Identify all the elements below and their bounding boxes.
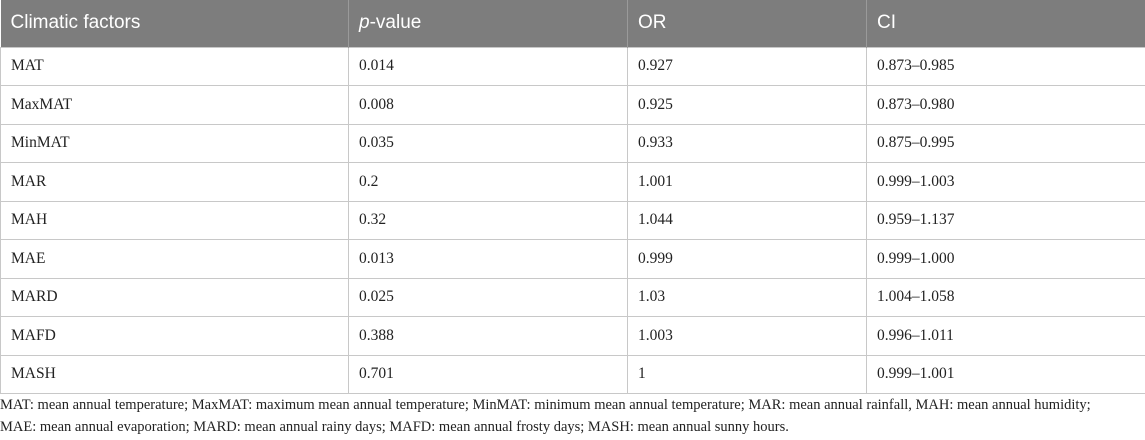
table-row: MaxMAT 0.008 0.925 0.873–0.980 — [0, 85, 1145, 125]
cell-p-value: 0.32 — [348, 200, 628, 240]
cell-ci: 0.999–1.000 — [866, 239, 1145, 279]
header-p-italic: p — [359, 12, 370, 34]
cell-ci: 0.875–0.995 — [866, 123, 1145, 163]
cell-p-value: 0.013 — [348, 239, 628, 279]
cell-p-value: 0.008 — [348, 85, 628, 125]
cell-factor: MAT — [0, 46, 349, 86]
climatic-factors-table-container: Climatic factors p-value OR CI MAT 0.014… — [0, 0, 1145, 394]
header-p-rest: -value — [369, 12, 422, 34]
cell-p-value: 0.014 — [348, 46, 628, 86]
cell-ci: 0.996–1.011 — [866, 316, 1145, 356]
header-ci: CI — [866, 0, 1145, 47]
cell-or: 0.927 — [627, 46, 867, 86]
table-footnote: MAT: mean annual temperature; MaxMAT: ma… — [0, 394, 1140, 438]
cell-ci: 0.999–1.001 — [866, 354, 1145, 394]
cell-or: 0.999 — [627, 239, 867, 279]
table-row: MAH 0.32 1.044 0.959–1.137 — [0, 200, 1145, 240]
footnote-line-2: MAE: mean annual evaporation; MARD: mean… — [0, 419, 789, 435]
table-row: MAT 0.014 0.927 0.873–0.985 — [0, 46, 1145, 86]
cell-ci: 0.959–1.137 — [866, 200, 1145, 240]
cell-ci: 0.999–1.003 — [866, 162, 1145, 202]
header-or: OR — [627, 0, 867, 47]
cell-or: 0.933 — [627, 123, 867, 163]
cell-factor: MASH — [0, 354, 349, 394]
cell-ci: 0.873–0.985 — [866, 46, 1145, 86]
cell-p-value: 0.2 — [348, 162, 628, 202]
cell-factor: MAE — [0, 239, 349, 279]
cell-factor: MaxMAT — [0, 85, 349, 125]
table-row: MAE 0.013 0.999 0.999–1.000 — [0, 239, 1145, 279]
cell-ci: 1.004–1.058 — [866, 277, 1145, 317]
table-row: MAR 0.2 1.001 0.999–1.003 — [0, 162, 1145, 202]
cell-p-value: 0.701 — [348, 354, 628, 394]
cell-p-value: 0.035 — [348, 123, 628, 163]
cell-or: 1.044 — [627, 200, 867, 240]
header-climatic-factors: Climatic factors — [10, 12, 141, 34]
cell-factor: MAH — [0, 200, 349, 240]
header-p-value: p-value — [348, 0, 628, 47]
cell-factor: MAFD — [0, 316, 349, 356]
table-row: MinMAT 0.035 0.933 0.875–0.995 — [0, 123, 1145, 163]
cell-ci: 0.873–0.980 — [866, 85, 1145, 125]
cell-p-value: 0.388 — [348, 316, 628, 356]
table-row: MAFD 0.388 1.003 0.996–1.011 — [0, 316, 1145, 356]
table-row: MARD 0.025 1.03 1.004–1.058 — [0, 277, 1145, 317]
table-row: MASH 0.701 1 0.999–1.001 — [0, 354, 1145, 394]
cell-p-value: 0.025 — [348, 277, 628, 317]
cell-or: 1.001 — [627, 162, 867, 202]
cell-or: 0.925 — [627, 85, 867, 125]
climatic-factors-table: Climatic factors p-value OR CI MAT 0.014… — [0, 0, 1145, 394]
table-header-row: Climatic factors p-value OR CI — [0, 0, 1145, 47]
cell-or: 1.03 — [627, 277, 867, 317]
cell-factor: MARD — [0, 277, 349, 317]
cell-or: 1 — [627, 354, 867, 394]
footnote-line-1: MAT: mean annual temperature; MaxMAT: ma… — [0, 397, 1091, 413]
cell-or: 1.003 — [627, 316, 867, 356]
cell-factor: MinMAT — [0, 123, 349, 163]
cell-factor: MAR — [0, 162, 349, 202]
